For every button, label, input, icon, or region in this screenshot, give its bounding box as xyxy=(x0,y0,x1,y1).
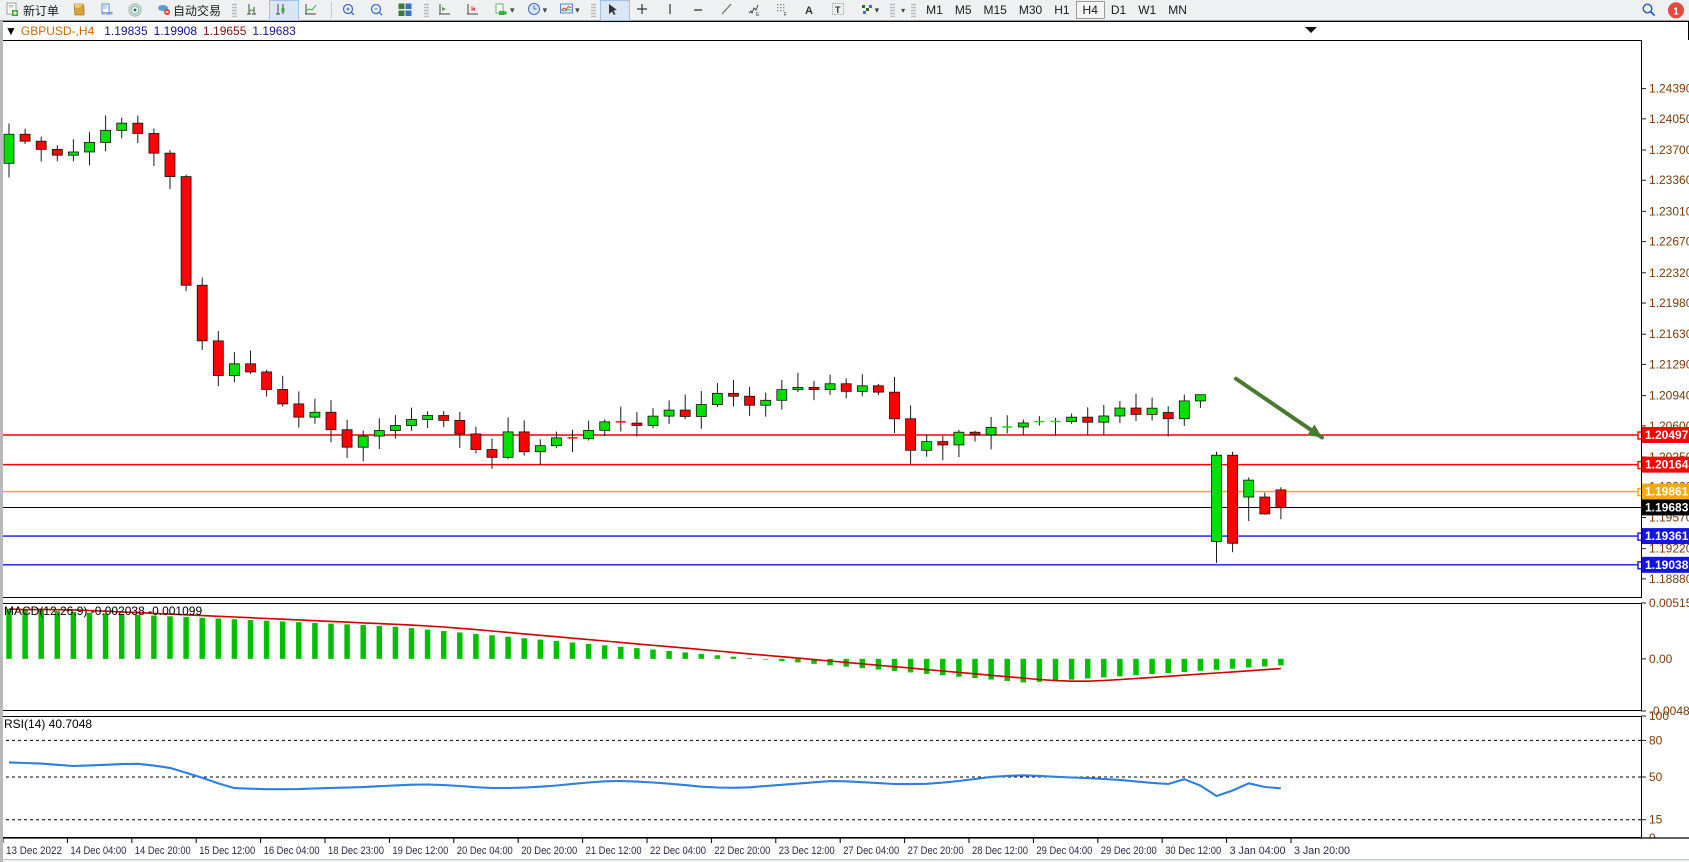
svg-text:80: 80 xyxy=(1649,733,1663,747)
svg-text:T: T xyxy=(835,5,841,15)
svg-text:19 Dec 12:00: 19 Dec 12:00 xyxy=(392,845,448,857)
svg-text:14 Dec 20:00: 14 Dec 20:00 xyxy=(135,845,191,857)
svg-text:3 Jan 04:00: 3 Jan 04:00 xyxy=(1230,845,1286,857)
svg-text:1.19038: 1.19038 xyxy=(1645,558,1689,572)
svg-text:21 Dec 12:00: 21 Dec 12:00 xyxy=(586,845,642,857)
svg-text:50: 50 xyxy=(1649,770,1663,784)
svg-text:1.19861: 1.19861 xyxy=(1645,485,1689,499)
svg-text:1.19683: 1.19683 xyxy=(1645,500,1689,514)
svg-text:23 Dec 12:00: 23 Dec 12:00 xyxy=(779,845,835,857)
svg-text:20 Dec 04:00: 20 Dec 04:00 xyxy=(457,845,513,857)
svg-text:1.23700: 1.23700 xyxy=(1649,143,1689,157)
svg-text:15: 15 xyxy=(1649,813,1663,827)
svg-text:27 Dec 04:00: 27 Dec 04:00 xyxy=(843,845,899,857)
svg-text:1.20497: 1.20497 xyxy=(1645,428,1689,442)
svg-text:18 Dec 23:00: 18 Dec 23:00 xyxy=(328,845,384,857)
svg-text:0.00515: 0.00515 xyxy=(1649,596,1689,610)
svg-text:1.23360: 1.23360 xyxy=(1649,173,1689,187)
svg-text:22 Dec 20:00: 22 Dec 20:00 xyxy=(714,845,770,857)
svg-text:F: F xyxy=(784,12,787,18)
svg-text:13 Dec 2022: 13 Dec 2022 xyxy=(6,845,62,857)
svg-text:28 Dec 12:00: 28 Dec 12:00 xyxy=(972,845,1028,857)
svg-text:E: E xyxy=(756,12,760,18)
svg-text:20 Dec 20:00: 20 Dec 20:00 xyxy=(521,845,577,857)
svg-text:1.19361: 1.19361 xyxy=(1645,529,1689,543)
svg-text:29 Dec 20:00: 29 Dec 20:00 xyxy=(1101,845,1157,857)
svg-text:1.21630: 1.21630 xyxy=(1649,327,1689,341)
svg-text:1.22670: 1.22670 xyxy=(1649,235,1689,249)
svg-text:RSI(14) 40.7048: RSI(14) 40.7048 xyxy=(4,717,92,731)
svg-text:14 Dec 04:00: 14 Dec 04:00 xyxy=(70,845,126,857)
svg-text:16 Dec 04:00: 16 Dec 04:00 xyxy=(264,845,320,857)
svg-text:30 Dec 12:00: 30 Dec 12:00 xyxy=(1165,845,1221,857)
svg-text:1: 1 xyxy=(1673,7,1679,18)
svg-text:1.18880: 1.18880 xyxy=(1649,572,1689,586)
svg-text:1.22320: 1.22320 xyxy=(1649,266,1689,280)
svg-text:27 Dec 20:00: 27 Dec 20:00 xyxy=(908,845,964,857)
svg-text:1.20164: 1.20164 xyxy=(1645,458,1689,472)
svg-text:1.24390: 1.24390 xyxy=(1649,82,1689,96)
svg-text:1.21980: 1.21980 xyxy=(1649,296,1689,310)
svg-text:15 Dec 12:00: 15 Dec 12:00 xyxy=(199,845,255,857)
svg-text:22 Dec 04:00: 22 Dec 04:00 xyxy=(650,845,706,857)
svg-text:1.21290: 1.21290 xyxy=(1649,357,1689,371)
svg-text:1.23010: 1.23010 xyxy=(1649,204,1689,218)
svg-text:100: 100 xyxy=(1649,709,1669,723)
svg-text:0.00: 0.00 xyxy=(1649,652,1673,666)
svg-text:3 Jan 20:00: 3 Jan 20:00 xyxy=(1294,845,1350,857)
svg-text:1.20940: 1.20940 xyxy=(1649,389,1689,403)
svg-text:MACD(12,26,9) -0.002038 -0.001: MACD(12,26,9) -0.002038 -0.001099 xyxy=(4,604,202,618)
svg-text:29 Dec 04:00: 29 Dec 04:00 xyxy=(1036,845,1092,857)
svg-text:1.24050: 1.24050 xyxy=(1649,112,1689,126)
svg-text:A: A xyxy=(805,5,813,17)
